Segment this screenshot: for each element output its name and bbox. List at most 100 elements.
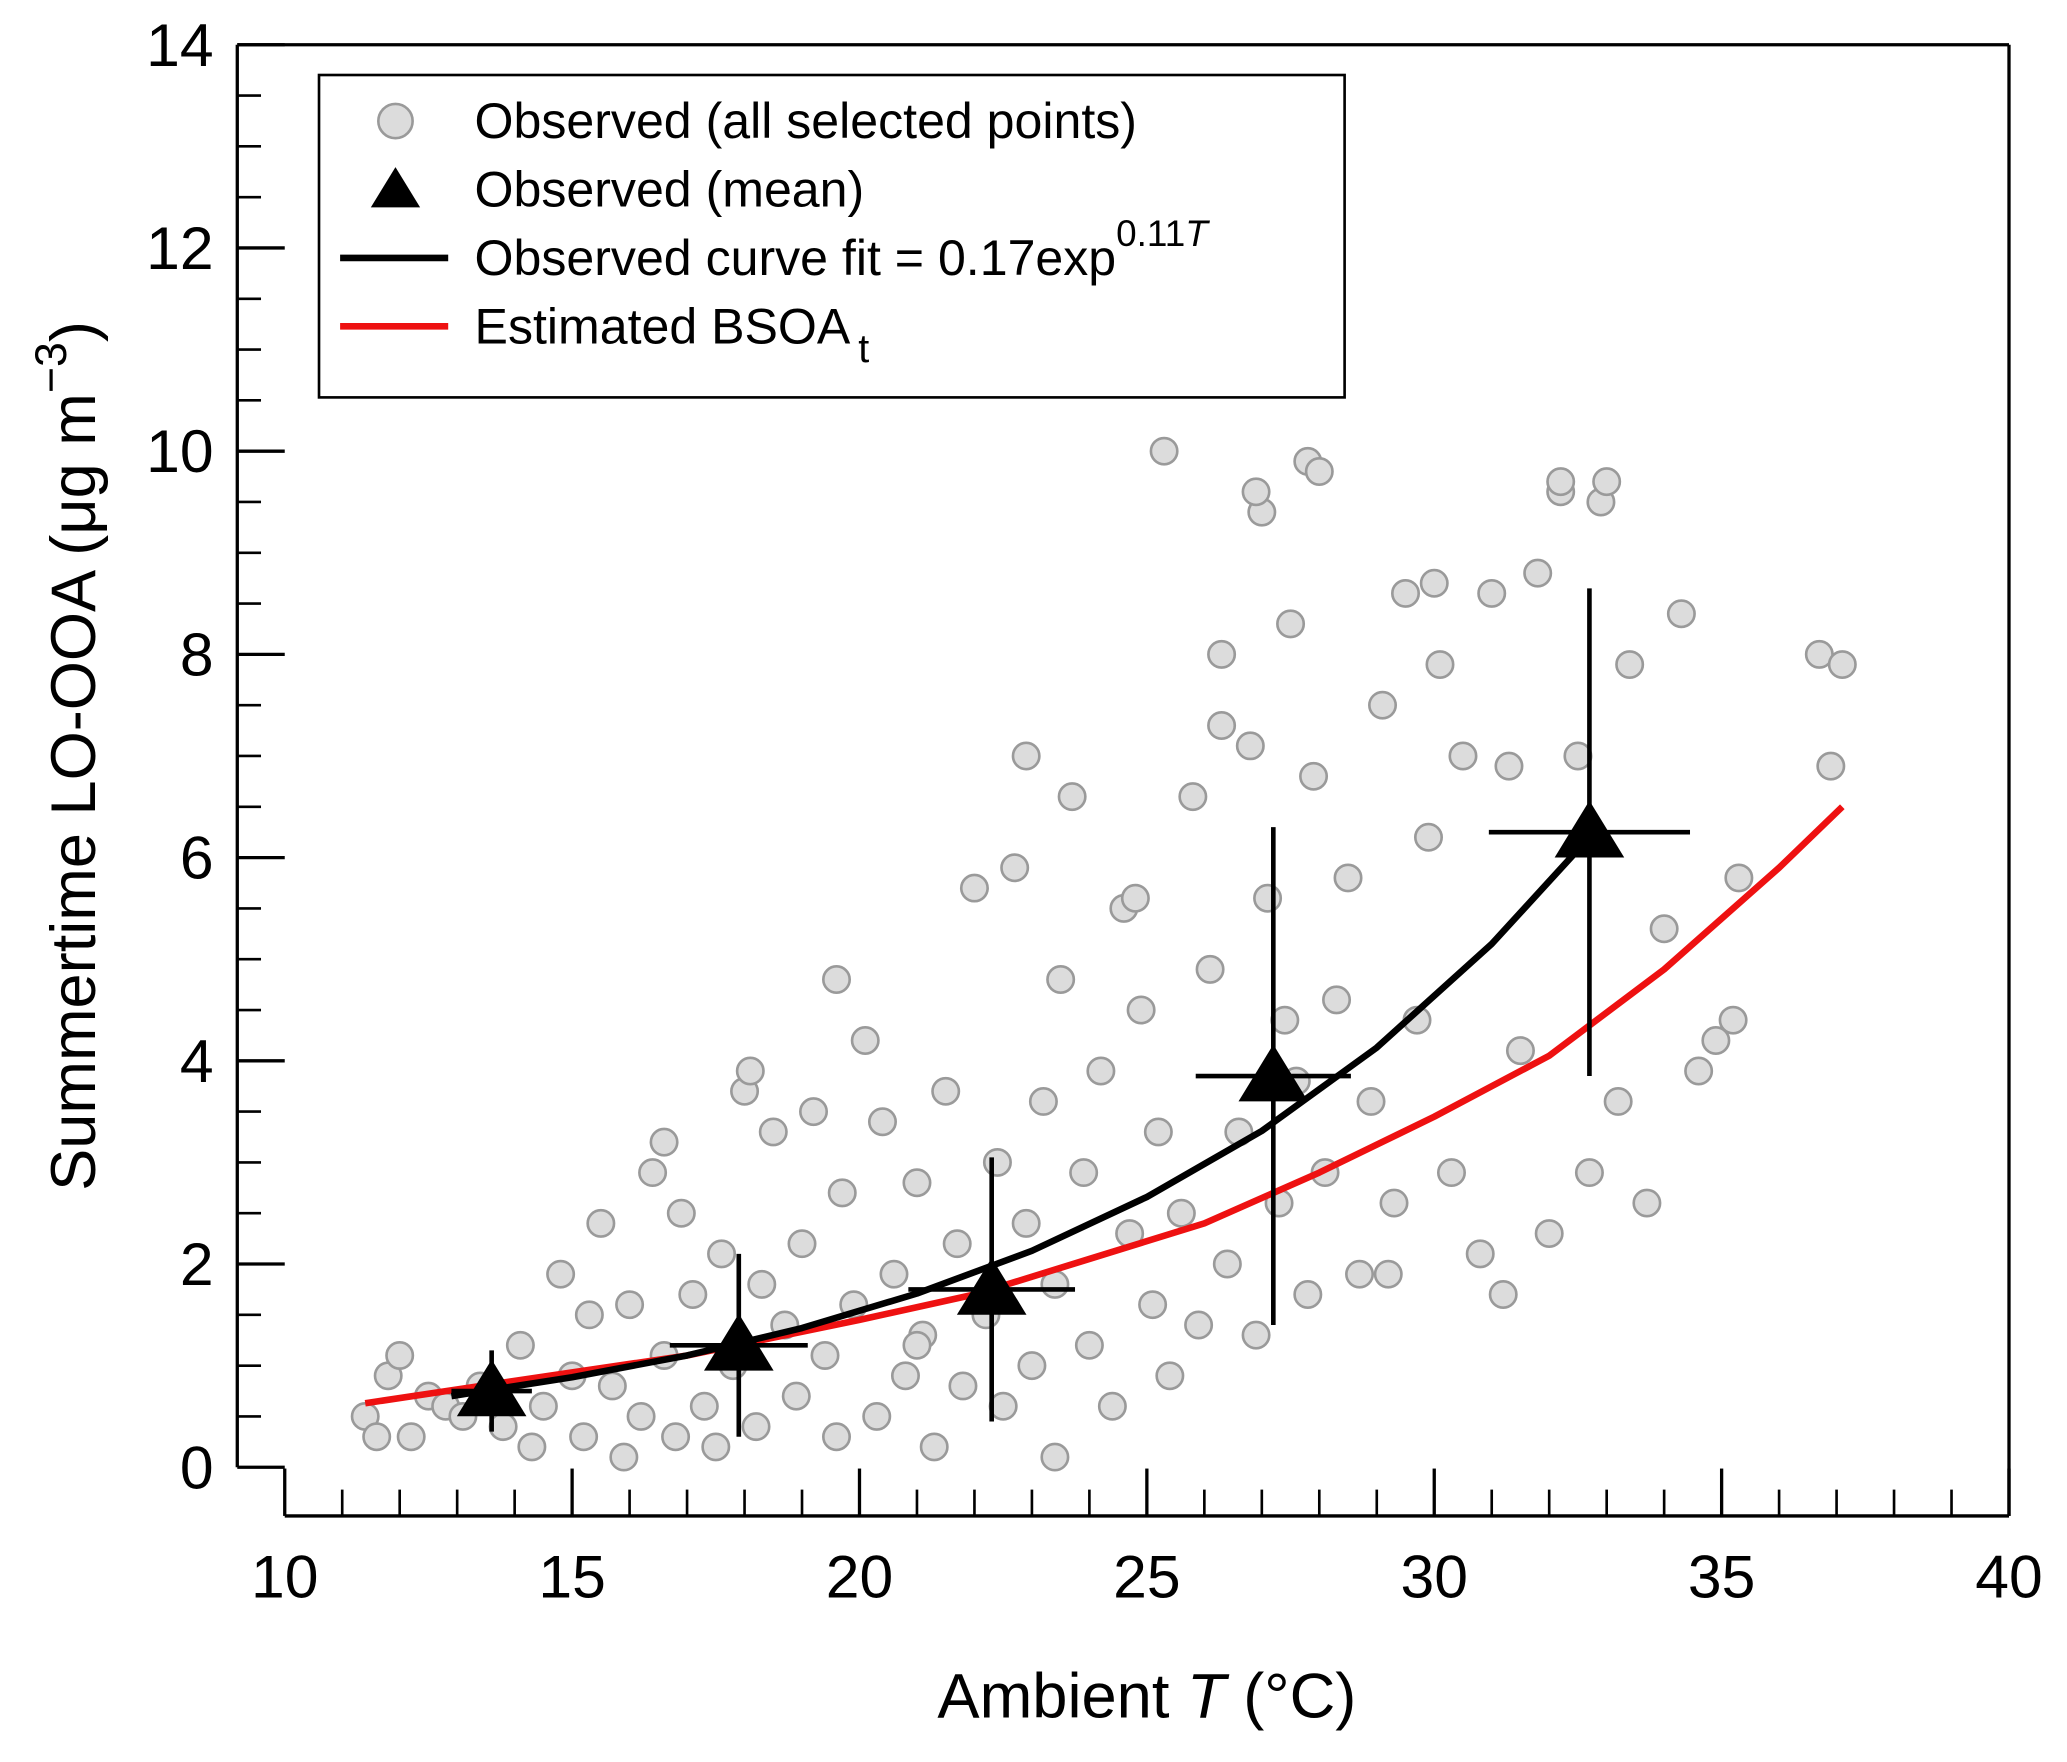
- scatter-point: [574, 1300, 604, 1330]
- x-axis-label: Ambient T (°C): [937, 1661, 1356, 1731]
- mean-marker: [703, 1313, 774, 1371]
- scatter-point: [707, 1239, 737, 1269]
- scatter-point: [1040, 1442, 1070, 1472]
- scatter-point: [1241, 1320, 1271, 1350]
- scatter-point: [827, 1178, 857, 1208]
- scatter-point: [982, 1147, 1012, 1177]
- scatter-point: [879, 1259, 909, 1289]
- scatter-point: [890, 1361, 920, 1391]
- scatter-point: [1178, 782, 1208, 812]
- scatter-point: [959, 873, 989, 903]
- x-tick-label: 20: [826, 1543, 893, 1611]
- scatter-point: [1649, 914, 1679, 944]
- scatter-point: [1028, 1086, 1058, 1116]
- scatter-point: [1632, 1188, 1662, 1218]
- y-tick-label: 2: [180, 1230, 214, 1298]
- scatter-point: [1120, 883, 1150, 913]
- scatter-point: [1724, 863, 1754, 893]
- scatter-point: [862, 1401, 892, 1431]
- text-part: Observed (mean): [475, 162, 865, 218]
- legend-label: Observed (mean): [475, 162, 865, 218]
- text-part: Ambient: [937, 1661, 1187, 1731]
- text-part: T: [1187, 1661, 1230, 1731]
- text-part: T: [1185, 213, 1210, 254]
- scatter-point: [1241, 477, 1271, 507]
- text-part: Summertime LO-OOA (μg m: [39, 393, 109, 1191]
- x-tick-label: 25: [1113, 1543, 1180, 1611]
- scatter-point: [1816, 751, 1846, 781]
- scatter-point: [517, 1432, 547, 1462]
- scatter-point: [758, 1117, 788, 1147]
- scatter-point: [678, 1280, 708, 1309]
- scatter-point: [1304, 457, 1334, 486]
- scatter-point: [1000, 853, 1030, 883]
- text-part: 0.11: [1116, 213, 1185, 254]
- y-tick-label: 0: [180, 1433, 214, 1501]
- y-tick-label: 4: [180, 1027, 214, 1095]
- x-tick-label: 15: [538, 1543, 605, 1611]
- scatter-point: [1477, 578, 1507, 608]
- x-tick-label: 40: [1975, 1543, 2042, 1611]
- scatter-point: [385, 1340, 415, 1370]
- legend-swatch: [370, 167, 421, 208]
- scatter-point: [1207, 639, 1237, 669]
- scatter-point: [1574, 1158, 1604, 1188]
- scatter-point: [1212, 1249, 1242, 1279]
- scatter-point: [1827, 650, 1857, 680]
- scatter-point: [1097, 1391, 1127, 1421]
- scatter-point: [741, 1412, 771, 1442]
- scatter-point: [1011, 741, 1041, 771]
- scatter-point: [822, 1422, 852, 1452]
- y-tick-label: 6: [180, 824, 214, 892]
- scatter-point: [1523, 558, 1553, 588]
- scatter-point: [701, 1432, 731, 1462]
- text-part: (°C): [1226, 1661, 1357, 1731]
- y-axis-label: Summertime LO-OOA (μg m−3): [26, 321, 109, 1191]
- scatter-point: [1184, 1310, 1214, 1340]
- scatter-point: [638, 1158, 668, 1188]
- scatter-point: [1356, 1086, 1386, 1116]
- scatter-point: [1207, 711, 1237, 740]
- text-part: Observed curve fit = 0.17exp: [475, 230, 1117, 286]
- scatter-point: [615, 1290, 645, 1320]
- scatter-point: [1057, 782, 1087, 812]
- scatter-point: [1276, 609, 1306, 639]
- text-part: Estimated BSOA: [475, 298, 851, 354]
- scatter-point: [1391, 578, 1421, 608]
- scatter-point: [1195, 954, 1225, 984]
- mean-marker: [1554, 800, 1625, 858]
- legend-swatch: [377, 102, 414, 140]
- scatter-point: [1546, 467, 1576, 497]
- scatter-point: [787, 1229, 817, 1259]
- x-tick-label: 35: [1688, 1543, 1755, 1611]
- scatter-point: [1666, 599, 1696, 629]
- x-tick-label: 10: [251, 1543, 318, 1611]
- scatter-point: [1138, 1290, 1168, 1320]
- scatter-point: [1235, 731, 1265, 761]
- text-part: Observed (all selected points): [475, 93, 1137, 149]
- scatter-point: [902, 1168, 932, 1198]
- text-part: −3: [26, 342, 76, 393]
- legend-label: Observed curve fit = 0.17exp0.11T: [475, 213, 1211, 286]
- scatter-point: [867, 1107, 897, 1137]
- scatter-point: [528, 1391, 558, 1421]
- scatter-point: [1345, 1259, 1375, 1289]
- legend-box: [317, 73, 1346, 399]
- scatter-point: [1488, 1280, 1518, 1309]
- scatter-point: [781, 1381, 811, 1411]
- scatter-point: [1419, 568, 1449, 598]
- scatter-point: [1155, 1361, 1185, 1391]
- scatter-point: [942, 1229, 972, 1259]
- scatter-point: [1684, 1056, 1714, 1086]
- scatter-point: [569, 1422, 599, 1452]
- scatter-point: [948, 1371, 978, 1401]
- scatter-point: [1379, 1188, 1409, 1218]
- scatter-point: [931, 1076, 961, 1106]
- scatter-point: [1253, 883, 1283, 913]
- scatter-point: [1615, 650, 1645, 680]
- scatter-point: [1293, 1280, 1323, 1309]
- scatter-point: [689, 1391, 719, 1421]
- scatter-point: [1534, 1219, 1564, 1249]
- scatter-point: [1465, 1239, 1495, 1269]
- scatter-point: [1373, 1259, 1403, 1289]
